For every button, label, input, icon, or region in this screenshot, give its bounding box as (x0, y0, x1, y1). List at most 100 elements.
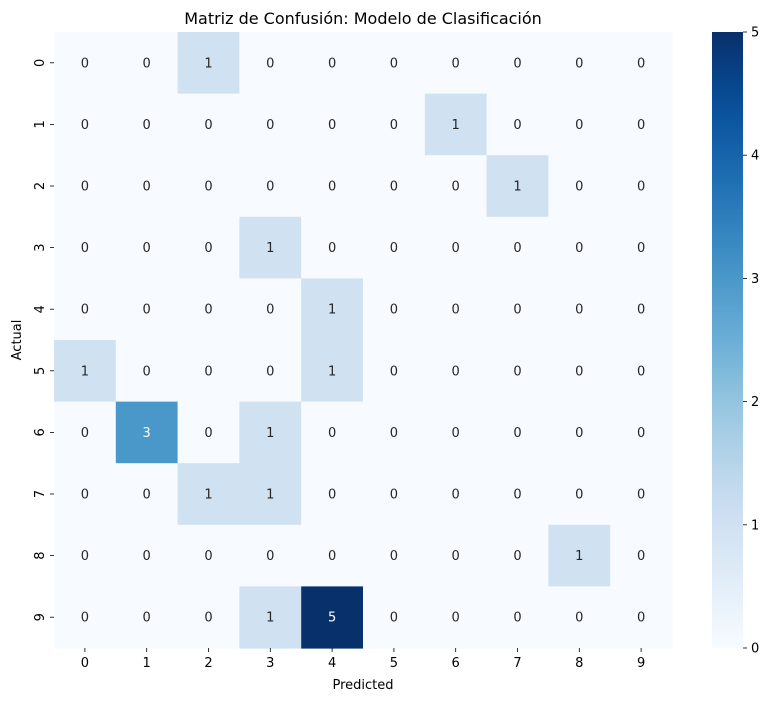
cell-value-label: 1 (266, 426, 274, 441)
y-axis: 0 1 2 3 4 5 6 7 8 9 (33, 59, 54, 621)
heatmap-cell (177, 278, 240, 341)
y-tick-label: 2 (33, 182, 48, 190)
heatmap-cell (424, 278, 488, 341)
heatmap-cell (548, 32, 611, 95)
cell-value-label: 0 (143, 303, 151, 318)
x-tick-label: 9 (637, 656, 645, 671)
cell-value-label: 0 (328, 426, 336, 441)
cell-value-label: 0 (390, 303, 398, 318)
x-tick-label: 5 (390, 656, 398, 671)
colorbar-tick-label: 3 (751, 272, 759, 287)
heatmap-cell (115, 155, 179, 218)
heatmap-cell (301, 524, 364, 587)
cell-value-label: 1 (204, 56, 212, 71)
heatmap-cell (486, 401, 549, 464)
y-tick-label: 0 (33, 59, 48, 67)
heatmap-cell (548, 340, 611, 403)
heatmap-cell (177, 463, 240, 526)
cell-value-label: 0 (143, 180, 151, 195)
heatmap-cell (363, 216, 426, 279)
cell-value-label: 0 (575, 364, 583, 379)
cell-value-label: 0 (637, 56, 645, 71)
cell-value-label: 0 (452, 426, 460, 441)
cell-value-label: 1 (266, 488, 274, 503)
cell-value-label: 0 (637, 488, 645, 503)
cell-value-label: 0 (204, 364, 212, 379)
cell-value-label: 1 (266, 611, 274, 626)
heatmap-cell (548, 586, 611, 649)
heatmap-cell (548, 463, 611, 526)
cell-value-label: 0 (204, 180, 212, 195)
cell-value-label: 0 (390, 241, 398, 256)
heatmap-cell (610, 524, 673, 587)
heatmap-cell (301, 463, 364, 526)
y-tick-label: 3 (33, 243, 48, 251)
heatmap-cell (548, 155, 611, 218)
colorbar-ticks: 0 1 2 3 4 5 (743, 26, 759, 657)
cell-value-label: 0 (328, 118, 336, 133)
cell-value-label: 0 (390, 180, 398, 195)
heatmap-cell (239, 216, 302, 279)
cell-value-label: 0 (390, 364, 398, 379)
heatmap-cell (610, 32, 673, 95)
cell-value-label: 0 (204, 549, 212, 564)
heatmap-cell (177, 216, 240, 279)
heatmap-cell (610, 401, 673, 464)
cell-value-label: 0 (575, 180, 583, 195)
heatmap-cell (239, 524, 302, 587)
cell-value-label: 0 (513, 488, 521, 503)
cell-value-label: 0 (452, 303, 460, 318)
heatmap-cell (548, 524, 611, 587)
heatmap-cell (54, 401, 117, 464)
y-axis-label: Actual (10, 320, 25, 361)
heatmap-cell (177, 524, 240, 587)
cell-value-label: 0 (143, 118, 151, 133)
cell-value-label: 0 (81, 118, 89, 133)
heatmap-cell (424, 216, 488, 279)
heatmap-cell (239, 278, 302, 341)
cell-value-label: 0 (266, 303, 274, 318)
heatmap-cell (424, 93, 488, 156)
cell-value-label: 0 (204, 118, 212, 133)
heatmap-cell (610, 155, 673, 218)
x-tick-label: 4 (328, 656, 336, 671)
cell-value-label: 0 (575, 241, 583, 256)
heatmap-cell (54, 463, 117, 526)
cell-value-label: 0 (390, 426, 398, 441)
colorbar-tick-label: 1 (751, 518, 759, 533)
heatmap-cell (301, 340, 364, 403)
heatmap-cell (548, 401, 611, 464)
heatmap-cell (486, 463, 549, 526)
heatmap-cell (54, 216, 117, 279)
cell-value-label: 0 (266, 180, 274, 195)
cell-value-label: 0 (513, 118, 521, 133)
heatmap-cell (54, 32, 117, 95)
heatmap-cell (54, 278, 117, 341)
heatmap-cell (239, 401, 302, 464)
colorbar-tick-label: 2 (751, 395, 759, 410)
cell-value-label: 0 (390, 56, 398, 71)
cell-value-label: 0 (266, 118, 274, 133)
heatmap-cell (115, 93, 179, 156)
cell-value-label: 0 (81, 303, 89, 318)
cell-value-label: 1 (513, 180, 521, 195)
heatmap-cell (610, 216, 673, 279)
heatmap-cell (548, 93, 611, 156)
heatmap-cell (363, 155, 426, 218)
cell-value-label: 0 (637, 118, 645, 133)
heatmap-cell (177, 586, 240, 649)
heatmap-cell (548, 278, 611, 341)
heatmap-cell (424, 340, 488, 403)
heatmap-cell (301, 32, 364, 95)
y-tick-label: 9 (33, 613, 48, 621)
cell-value-label: 0 (204, 426, 212, 441)
x-tick-label: 0 (81, 656, 89, 671)
cell-value-label: 1 (328, 364, 336, 379)
x-tick-label: 6 (452, 656, 460, 671)
heatmap-cell (239, 340, 302, 403)
cell-value-label: 0 (390, 611, 398, 626)
cell-value-label: 0 (81, 549, 89, 564)
heatmap-cell (239, 463, 302, 526)
cell-value-label: 0 (513, 611, 521, 626)
heatmap-cell (610, 278, 673, 341)
